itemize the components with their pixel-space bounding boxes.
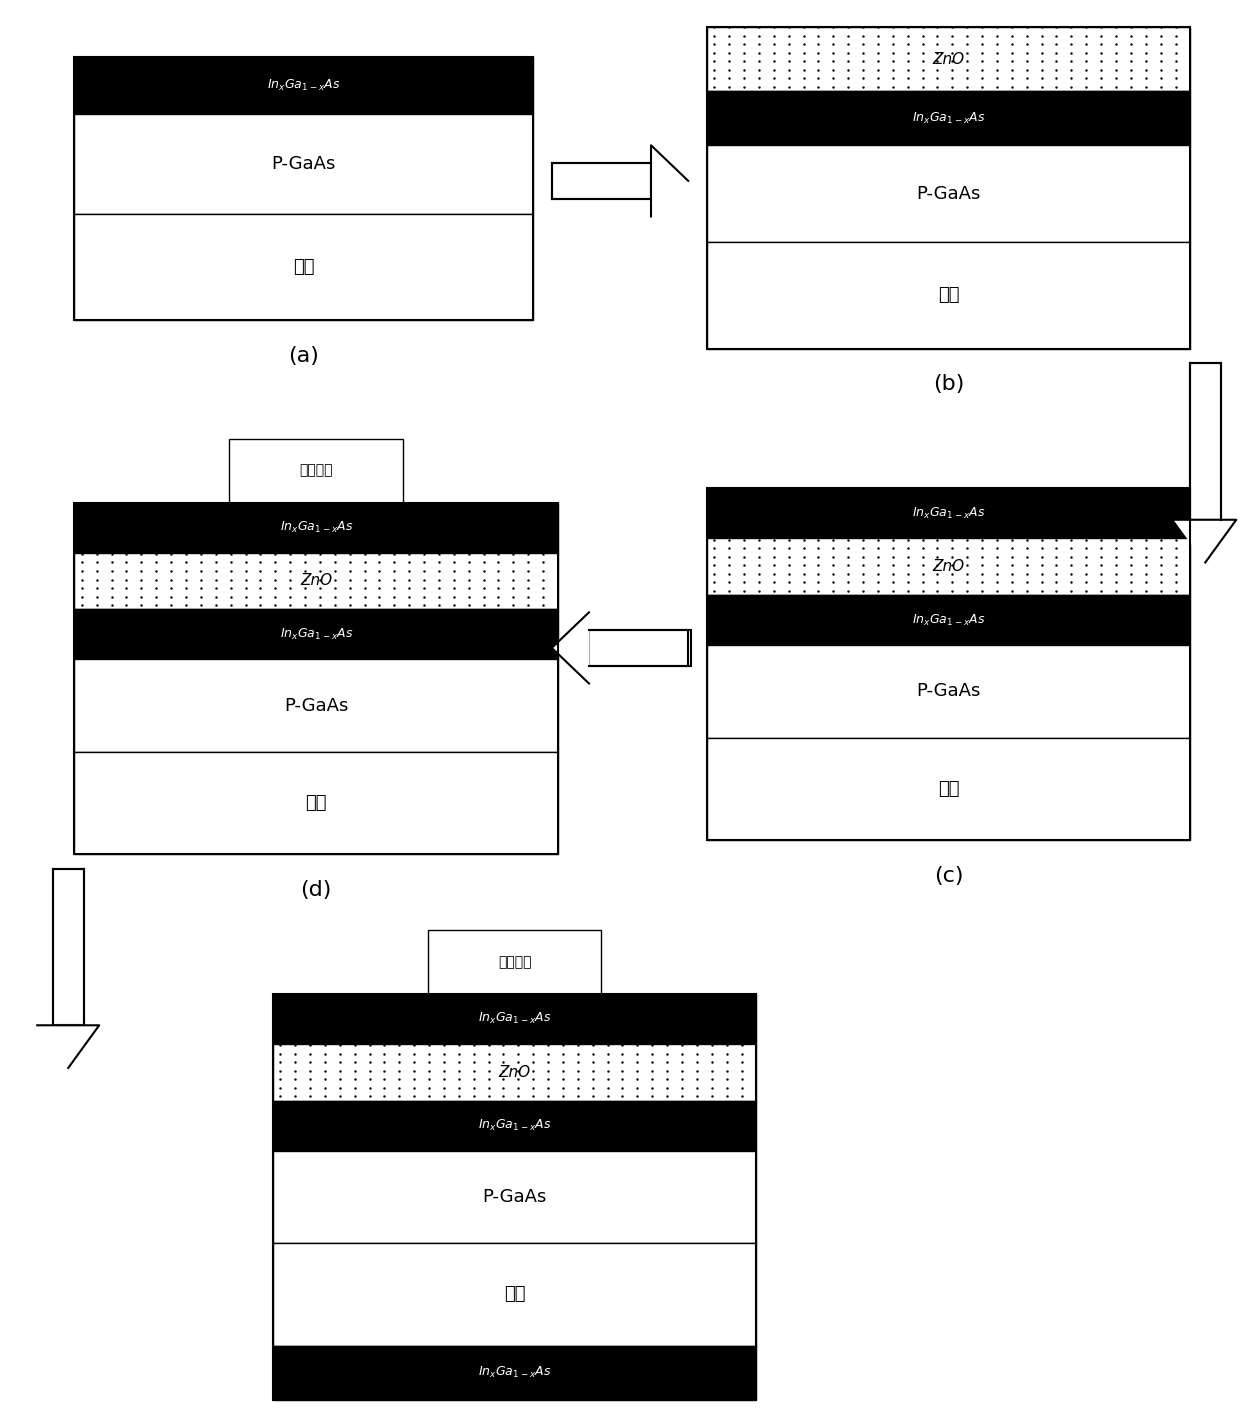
Bar (273, 1151, 756, 1243)
Text: In$_{x}$Ga$_{1-x}$As: In$_{x}$Ga$_{1-x}$As (279, 627, 353, 642)
Bar (74, 752, 558, 854)
Text: In$_{x}$Ga$_{1-x}$As: In$_{x}$Ga$_{1-x}$As (477, 1118, 552, 1134)
Polygon shape (651, 145, 688, 216)
Text: (d): (d) (300, 880, 332, 900)
Bar (273, 994, 756, 1400)
Bar (428, 930, 601, 994)
Text: 衬底: 衬底 (293, 258, 315, 276)
Text: In$_{x}$Ga$_{1-x}$As: In$_{x}$Ga$_{1-x}$As (267, 78, 341, 93)
Bar (229, 439, 403, 503)
Text: ZnO: ZnO (932, 51, 965, 67)
Bar (273, 1243, 756, 1346)
Bar (52, 869, 84, 1025)
Bar (707, 488, 1190, 538)
Text: 衬底: 衬底 (937, 286, 960, 305)
Bar (707, 738, 1190, 840)
Text: In$_{x}$Ga$_{1-x}$As: In$_{x}$Ga$_{1-x}$As (279, 520, 353, 535)
Bar (552, 162, 651, 198)
Bar (273, 1101, 756, 1151)
Bar (273, 994, 756, 1044)
Text: 衬底: 衬底 (305, 795, 327, 812)
Text: P-GaAs: P-GaAs (482, 1188, 547, 1206)
Bar (707, 145, 1190, 242)
Text: 衬底: 衬底 (937, 780, 960, 797)
Polygon shape (552, 612, 589, 684)
Text: (b): (b) (932, 375, 965, 394)
Bar (74, 114, 533, 214)
Text: In$_{x}$Ga$_{1-x}$As: In$_{x}$Ga$_{1-x}$As (477, 1366, 552, 1380)
Text: ZnO: ZnO (300, 574, 332, 588)
Text: In$_{x}$Ga$_{1-x}$As: In$_{x}$Ga$_{1-x}$As (911, 612, 986, 628)
Text: ZnO: ZnO (498, 1065, 531, 1079)
Text: ZnO: ZnO (932, 560, 965, 574)
Bar (273, 1346, 756, 1400)
Text: P-GaAs: P-GaAs (272, 155, 336, 172)
Polygon shape (1174, 520, 1236, 562)
Bar (74, 609, 558, 659)
Text: P-GaAs: P-GaAs (284, 696, 348, 715)
Text: P-GaAs: P-GaAs (916, 682, 981, 701)
Bar (74, 214, 533, 320)
Bar (74, 57, 533, 320)
Text: In$_{x}$Ga$_{1-x}$As: In$_{x}$Ga$_{1-x}$As (477, 1011, 552, 1027)
Text: (a): (a) (289, 346, 319, 366)
Bar (707, 595, 1190, 645)
Bar (707, 27, 1190, 349)
Polygon shape (37, 1025, 99, 1068)
Bar (74, 553, 558, 609)
Text: In$_{x}$Ga$_{1-x}$As: In$_{x}$Ga$_{1-x}$As (911, 111, 986, 125)
Bar (707, 488, 1190, 840)
Bar (707, 91, 1190, 145)
Bar (74, 659, 558, 752)
Bar (74, 503, 558, 553)
Bar (707, 242, 1190, 349)
Bar (707, 538, 1190, 595)
Bar (74, 503, 558, 854)
Bar (707, 645, 1190, 738)
Text: 衬底: 衬底 (503, 1286, 526, 1303)
Text: 金属电极: 金属电极 (299, 464, 334, 477)
Bar (273, 1044, 756, 1101)
Text: 金属电极: 金属电极 (497, 956, 532, 968)
Bar (589, 629, 688, 665)
Text: (c): (c) (934, 866, 963, 886)
Bar (707, 27, 1190, 91)
Text: P-GaAs: P-GaAs (916, 185, 981, 202)
Text: In$_{x}$Ga$_{1-x}$As: In$_{x}$Ga$_{1-x}$As (911, 506, 986, 521)
Bar (74, 57, 533, 114)
Bar (1190, 363, 1220, 520)
